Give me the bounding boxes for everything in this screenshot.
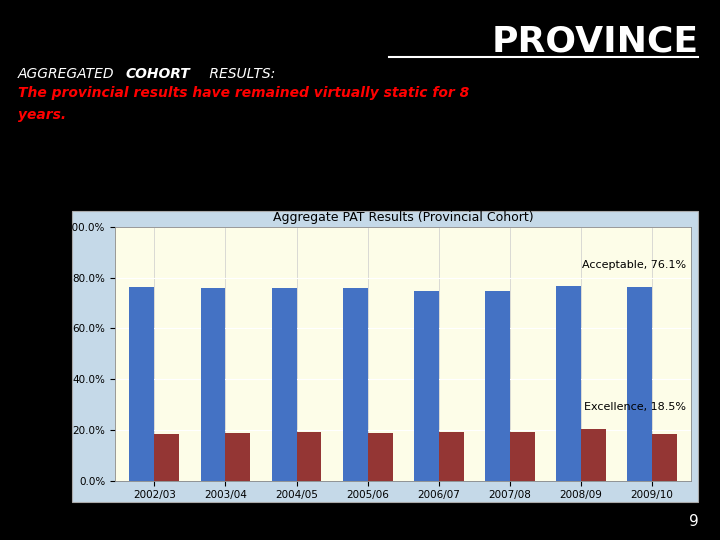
Title: Aggregate PAT Results (Provincial Cohort): Aggregate PAT Results (Provincial Cohort…: [273, 211, 534, 224]
Bar: [225, 433, 251, 481]
Bar: [343, 288, 368, 481]
Bar: [297, 432, 321, 481]
Bar: [510, 431, 535, 481]
Bar: [130, 287, 154, 481]
Text: RESULTS:: RESULTS:: [205, 68, 276, 82]
Text: 9: 9: [688, 514, 698, 529]
Bar: [627, 287, 652, 481]
Text: COHORT: COHORT: [126, 68, 191, 82]
Text: Acceptable, 76.1%: Acceptable, 76.1%: [582, 260, 686, 270]
Text: AGGREGATED: AGGREGATED: [18, 68, 119, 82]
Bar: [581, 429, 606, 481]
Text: PROVINCE: PROVINCE: [491, 24, 698, 58]
Text: Excellence, 18.5%: Excellence, 18.5%: [584, 402, 686, 412]
Bar: [556, 286, 581, 481]
Text: years.: years.: [18, 108, 66, 122]
Bar: [154, 434, 179, 481]
Bar: [271, 288, 297, 481]
Bar: [201, 288, 225, 481]
Bar: [438, 432, 464, 481]
Bar: [652, 434, 677, 481]
Bar: [368, 433, 392, 481]
Text: The provincial results have remained virtually static for 8: The provincial results have remained vir…: [18, 86, 469, 100]
Bar: [414, 291, 438, 481]
Bar: [485, 291, 510, 481]
